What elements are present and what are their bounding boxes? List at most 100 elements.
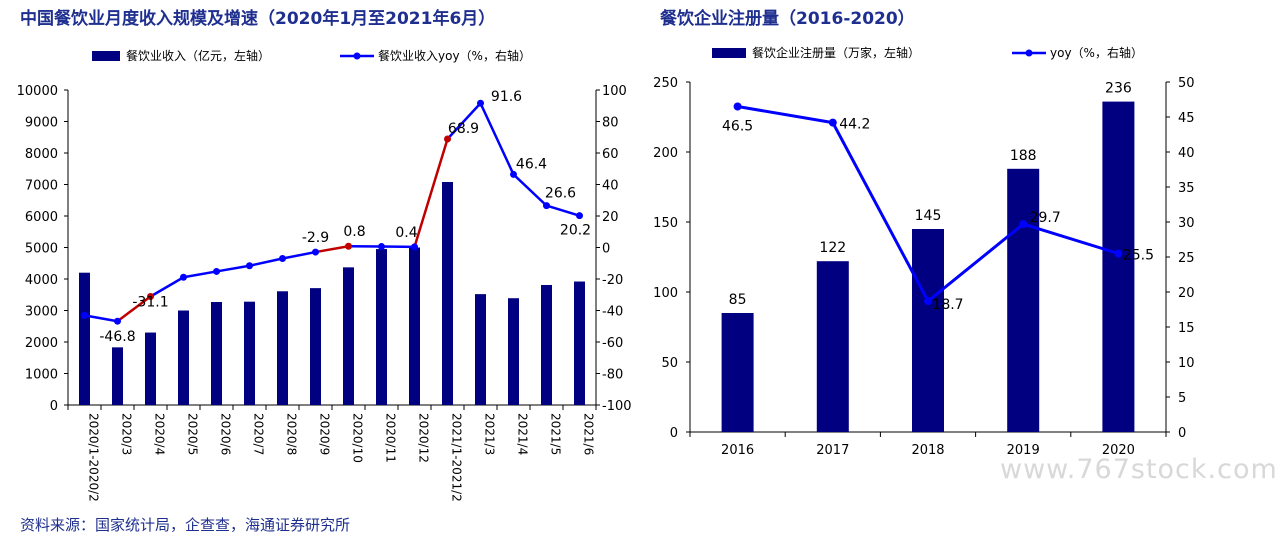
right-tick-label: -100 [602,399,632,414]
right-tick-label: 5 [1178,391,1186,406]
revenue-bar [376,249,387,405]
x-category-label: 2020/4 [153,413,167,455]
monthly-revenue-chart: 餐饮业收入（亿元，左轴） 餐饮业收入yoy（%，右轴）01000200030004… [17,48,632,502]
x-category-label: 2021/5 [549,413,563,455]
left-tick-label: 150 [653,216,678,231]
bar-data-label: 122 [819,240,846,256]
yoy-data-label: 0.4 [395,225,417,241]
revenue-bar [145,332,156,405]
bar-data-label: 145 [915,208,942,224]
yoy-point [180,273,187,281]
registration-bar [1102,101,1135,432]
left-tick-label: 3000 [25,305,58,320]
x-category-label: 2020/9 [318,413,332,455]
watermark: www.767stock.com [1000,454,1278,485]
bar-data-label: 85 [729,292,747,308]
yoy-data-label: 44.2 [839,117,870,133]
yoy-line-segment [512,173,548,207]
right-tick-label: 80 [602,116,619,131]
right-tick-label: 60 [602,147,619,162]
left-tick-label: 4000 [25,273,58,288]
x-category-label: 2020/11 [384,413,398,463]
right-tick-label: 35 [1178,181,1195,196]
yoy-line-segment [116,295,152,323]
left-tick-label: 7000 [25,179,58,194]
yoy-line-segment [249,257,283,267]
revenue-bar [310,288,321,405]
yoy-line-segment [479,102,515,175]
x-category-label: 2017 [816,443,849,458]
right-tick-label: 10 [1178,356,1195,371]
yoy-line-segment [149,276,185,298]
yoy-point [1019,220,1028,229]
yoy-line-segment [183,270,217,279]
right-tick-label: 0 [602,242,610,257]
yoy-point [279,255,286,263]
yoy-point [312,248,319,256]
yoy-point [924,297,932,306]
right-tick-label: 15 [1178,321,1195,336]
revenue-bar [112,347,123,405]
x-category-label: 2021/1-2021/2 [450,413,464,502]
right-tick-label: 25 [1178,251,1195,266]
left-tick-label: 10000 [17,84,58,99]
yoy-data-label: 0.8 [343,224,365,240]
yoy-line-segment [216,264,250,273]
revenue-bar [79,272,90,405]
yoy-point [733,102,742,111]
yoy-point [81,311,88,319]
yoy-point [510,170,517,178]
yoy-point [444,135,451,143]
left-tick-label: 0 [50,399,58,414]
legend-bar-label: 餐饮企业注册量（万家，左轴） [752,45,920,60]
bar-data-label: 188 [1010,148,1037,164]
revenue-bar [244,301,255,405]
yoy-data-label: 46.4 [516,156,547,172]
left-tick-label: 250 [653,76,678,91]
yoy-data-label: 18.7 [932,297,963,313]
yoy-point [1114,249,1123,258]
x-category-label: 2020 [1102,443,1135,458]
legend-bar-label: 餐饮业收入（亿元，左轴） [126,48,270,63]
yoy-point [828,118,837,127]
yoy-data-label: 26.6 [545,186,576,202]
right-tick-label: 100 [602,84,627,99]
yoy-data-label: -31.1 [132,294,168,310]
yoy-point [378,243,385,251]
registration-bar [721,313,754,432]
revenue-bar [277,291,288,405]
legend-bar-swatch [92,51,120,61]
left-tick-label: 50 [661,356,678,371]
right-tick-label: 20 [1178,286,1195,301]
yoy-data-label: 20.2 [560,223,591,239]
yoy-line-segment [446,102,482,140]
left-tick-label: 8000 [25,147,58,162]
yoy-point [246,262,253,270]
right-tick-label: 50 [1178,76,1195,91]
left-tick-label: 9000 [25,116,58,131]
registration-bar [1007,168,1040,433]
yoy-point [477,99,484,107]
right-tick-label: 0 [1178,426,1186,441]
yoy-point [543,202,550,210]
yoy-line-segment [413,138,449,248]
yoy-line-segment [282,250,316,260]
x-category-label: 2020/3 [120,413,134,455]
x-category-label: 2021/3 [483,413,497,455]
right-tick-label: 40 [1178,146,1195,161]
revenue-bar [442,181,453,405]
legend-bar-swatch [712,48,746,58]
x-category-label: 2021/4 [516,413,530,455]
legend-line-marker [353,52,361,60]
revenue-bar [508,298,519,405]
right-tick-label: -80 [602,368,623,383]
restaurant-registration-chart: 餐饮企业注册量（万家，左轴） yoy（%，右轴） 0 50 100 150 200 250 0 5… [653,45,1195,458]
registration-bar [816,261,849,432]
left-tick-label: 0 [670,426,678,441]
bar-data-label: 236 [1105,81,1132,97]
revenue-bar [343,267,354,405]
x-category-label: 2020/12 [417,413,431,463]
left-tick-label: 6000 [25,210,58,225]
right-tick-label: 45 [1178,111,1195,126]
right-tick-label: 40 [602,179,619,194]
